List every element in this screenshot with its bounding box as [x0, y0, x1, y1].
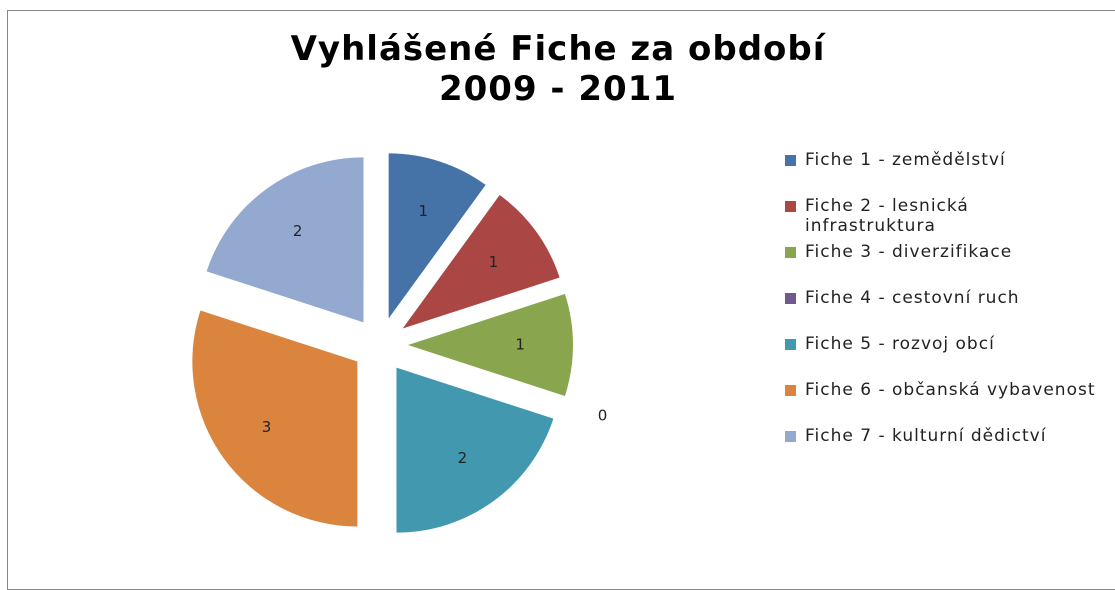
legend-swatch — [785, 247, 796, 258]
data-label: 3 — [262, 418, 272, 436]
pie-slice — [402, 195, 560, 329]
legend-swatch — [785, 385, 796, 396]
legend-item: Fiche 1 - zemědělství — [785, 150, 1105, 196]
data-label: 2 — [458, 449, 468, 467]
legend-item: Fiche 7 - kulturní dědictví — [785, 426, 1105, 472]
legend-label: Fiche 4 - cestovní ruch — [805, 288, 1020, 308]
legend: Fiche 1 - zemědělství Fiche 2 - lesnická … — [785, 150, 1105, 472]
data-label: 0 — [598, 406, 608, 424]
legend-swatch — [785, 431, 796, 442]
chart-title: Vyhlášené Fiche za období — [291, 29, 827, 69]
data-label: 1 — [515, 336, 525, 354]
legend-swatch — [785, 201, 796, 212]
legend-item: Fiche 4 - cestovní ruch — [785, 288, 1105, 334]
pie-slice — [396, 367, 554, 533]
legend-label: Fiche 6 - občanská vybavenost — [805, 380, 1096, 400]
legend-swatch — [785, 155, 796, 166]
legend-swatch — [785, 339, 796, 350]
legend-label: Fiche 2 - lesnická infrastruktura — [805, 196, 969, 236]
legend-label: Fiche 5 - rozvoj obcí — [805, 334, 995, 354]
data-label: 1 — [419, 202, 429, 220]
pie-slice — [206, 157, 364, 323]
chart-title: 2009 - 2011 — [439, 69, 677, 109]
legend-label: Fiche 1 - zemědělství — [805, 150, 1006, 170]
chart: Vyhlášené Fiche za období 2009 - 2011 1 1… — [192, 29, 827, 533]
legend-item: Fiche 2 - lesnická infrastruktura — [785, 196, 1105, 242]
pie-slice — [388, 153, 486, 319]
legend-label: Fiche 3 - diverzifikace — [805, 242, 1013, 262]
data-label: 1 — [489, 253, 499, 271]
pie-slice — [192, 310, 358, 527]
legend-item: Fiche 3 - diverzifikace — [785, 242, 1105, 288]
legend-item: Fiche 6 - občanská vybavenost — [785, 380, 1105, 426]
pie-slice — [406, 353, 564, 405]
legend-label: Fiche 7 - kulturní dědictví — [805, 426, 1047, 446]
pie-slice — [408, 294, 573, 396]
legend-swatch — [785, 293, 796, 304]
page: Vyhlášené Fiche za období 2009 - 2011 1 1… — [7, 10, 1115, 590]
data-label: 2 — [293, 222, 303, 240]
legend-item: Fiche 5 - rozvoj obcí — [785, 334, 1105, 380]
